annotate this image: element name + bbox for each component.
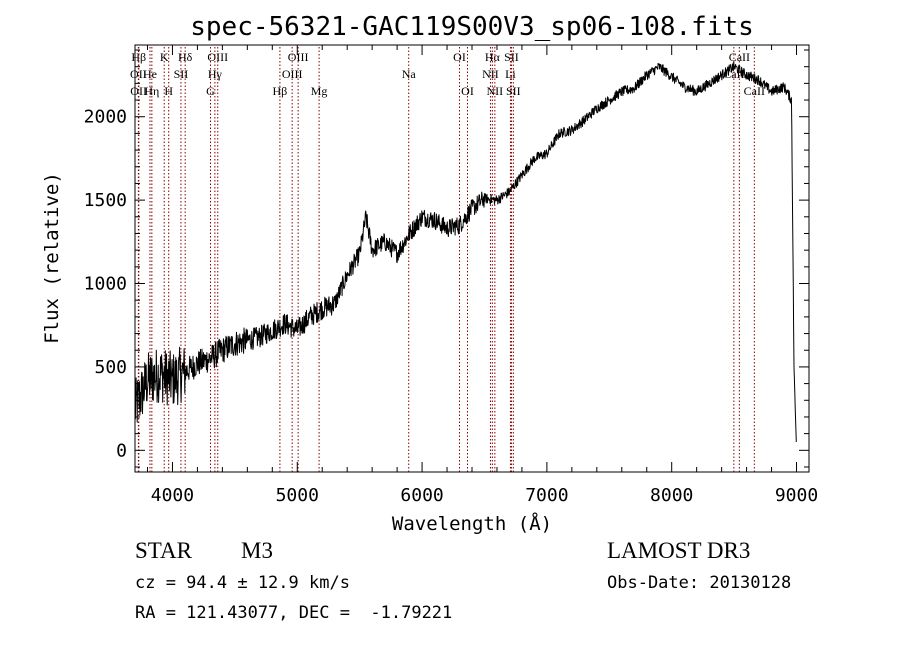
y-axis-label: Flux (relative) [41,172,63,344]
axes: 4000 5000 6000 7000 8000 9000 0 500 1000 1500 2000 [84,45,818,506]
x-tick-label: 4000 [151,485,194,506]
marker-label: OI [461,84,474,98]
marker-label: OII [130,67,147,81]
y-tick-label: 0 [116,440,127,461]
marker-label: SII [506,84,521,98]
marker-label: Li [505,67,516,81]
spectrum-line-group [134,61,797,443]
marker-label: OII [130,84,147,98]
object-class: STAR [135,538,192,563]
marker-label: SII [174,67,189,81]
marker-label: Mg [311,84,328,98]
marker-label: CaII [744,84,765,98]
chart-title: spec-56321-GAC119S00V3_sp06-108.fits [190,12,754,42]
marker-label: OI [453,50,466,64]
marker-label: SII [504,50,519,64]
marker-label: Hα [485,50,501,64]
marker-label: NII [487,84,504,98]
y-tick-label: 1500 [84,190,127,211]
marker-label: H [164,84,173,98]
y-tick-label: 2000 [84,107,127,128]
y-tick-label: 1000 [84,274,127,295]
x-tick-label: 6000 [400,485,443,506]
plot-frame [134,44,810,473]
marker-label: Hγ [208,67,223,81]
marker-label: Hβ [273,84,288,98]
marker-label: NII [482,67,499,81]
redshift-text: cz = 94.4 ± 12.9 km/s [135,573,350,593]
marker-label: OIII [207,50,228,64]
marker-label: K [160,50,169,64]
coordinates-text: RA = 121.43077, DEC = -1.79221 [135,603,453,623]
marker-label: Hδ [178,50,193,64]
marker-label: Hη [144,84,159,98]
marker-label: He [143,67,157,81]
x-tick-label: 9000 [775,485,818,506]
x-axis-label: Wavelength (Å) [392,512,552,535]
y-tick-label: 500 [94,357,127,378]
spectrum-line [134,61,797,443]
object-subclass: M3 [241,538,273,563]
marker-label: G [206,84,215,98]
obs-date: Obs-Date: 20130128 [607,573,792,593]
x-tick-label: 8000 [650,485,693,506]
x-tick-label: 7000 [525,485,568,506]
marker-label: OIII [282,67,303,81]
survey-name: LAMOST DR3 [607,538,751,563]
marker-label: Na [402,67,417,81]
x-tick-label: 5000 [276,485,319,506]
marker-label: OIII [288,50,309,64]
marker-label: CaII [729,50,750,64]
